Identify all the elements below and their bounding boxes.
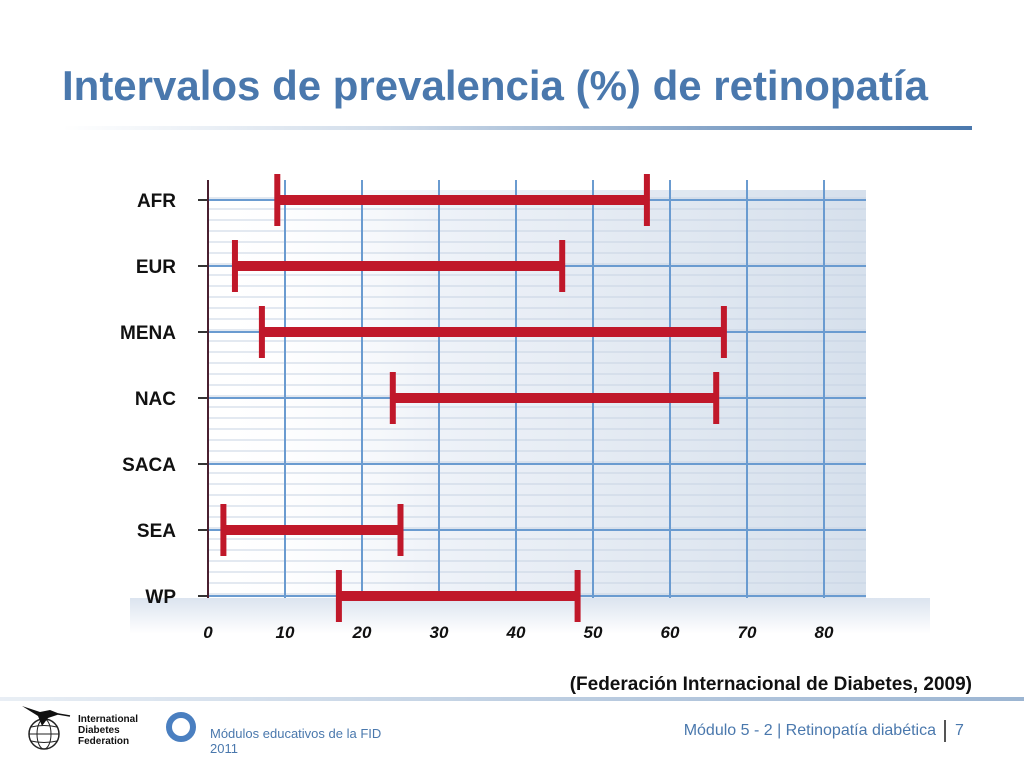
range-bar-mena	[258, 306, 727, 358]
x-tick-label: 20	[352, 623, 372, 642]
range-bar-afr	[274, 174, 650, 226]
x-tick-label: 70	[738, 623, 757, 642]
region-label: EUR	[136, 257, 176, 278]
range-bar-low-cap	[231, 240, 238, 292]
idf-name-line2: Diabetes	[78, 725, 120, 736]
source-citation: (Federación Internacional de Diabetes, 2…	[569, 674, 972, 695]
x-tick-label: 0	[203, 623, 213, 642]
idf-name-line3: Federation	[78, 736, 130, 747]
idf-name: International Diabetes Federation	[78, 714, 138, 747]
range-bar-body	[392, 393, 717, 403]
region-label: NAC	[135, 389, 176, 410]
footer-divider	[0, 697, 1024, 701]
axes	[198, 180, 209, 598]
range-bar-high-cap	[713, 372, 720, 424]
range-bar-wp	[335, 570, 581, 622]
region-label: WP	[145, 587, 176, 608]
slide-title: Intervalos de prevalencia (%) de retinop…	[62, 62, 928, 109]
range-bar-low-cap	[274, 174, 281, 226]
x-tick-label: 10	[276, 623, 295, 642]
fid-ring-icon	[166, 712, 196, 742]
range-bar-high-cap	[574, 570, 581, 622]
x-tick-label: 40	[506, 623, 526, 642]
range-bar-low-cap	[220, 504, 227, 556]
series-caption-line1: Módulos educativos de la FID	[210, 726, 382, 741]
series-caption-line2: 2011	[210, 741, 238, 756]
range-bar-low-cap	[389, 372, 396, 424]
range-bar-low-cap	[335, 570, 342, 622]
labels: 0 10 20 30 40 50 60 70 80 AFR EUR MENA NAC SACA SEA WP	[120, 191, 834, 642]
range-bar-body	[261, 327, 724, 337]
major-gridlines	[208, 180, 866, 598]
idf-name-line1: International	[78, 714, 139, 725]
page-number: 7	[955, 722, 964, 739]
prevalence-range-chart: 0 10 20 30 40 50 60 70 80 AFR EUR MENA NAC SACA SEA WP	[120, 174, 930, 642]
range-bar-high-cap	[559, 240, 566, 292]
idf-bird-globe-icon	[22, 706, 71, 750]
module-label: Módulo 5 - 2 | Retinopatía diabética	[683, 722, 936, 739]
range-bar-body	[223, 525, 401, 535]
x-tick-label: 80	[815, 623, 834, 642]
region-label: SACA	[122, 455, 176, 476]
range-bar-high-cap	[397, 504, 404, 556]
title-underline	[62, 126, 972, 130]
range-bar-sea	[220, 504, 404, 556]
range-bar-body	[234, 261, 563, 271]
range-bar-nac	[389, 372, 720, 424]
range-bar-high-cap	[643, 174, 650, 226]
x-tick-label: 60	[661, 623, 680, 642]
range-bar-body	[338, 591, 578, 601]
plot-background	[130, 190, 930, 634]
range-bar-body	[277, 195, 647, 205]
page-separator	[944, 720, 946, 742]
range-bar-eur	[231, 240, 566, 292]
region-label: MENA	[120, 323, 176, 344]
idf-logo[interactable]: International Diabetes Federation	[20, 700, 150, 760]
range-bar-low-cap	[258, 306, 265, 358]
x-tick-label: 50	[584, 623, 603, 642]
series-caption: Módulos educativos de la FID 2011	[210, 726, 381, 756]
range-bar-high-cap	[720, 306, 727, 358]
x-tick-label: 30	[430, 623, 449, 642]
region-label: AFR	[137, 191, 176, 212]
range-bars	[220, 174, 727, 622]
region-label: SEA	[137, 521, 176, 542]
plot-floor	[130, 598, 930, 634]
